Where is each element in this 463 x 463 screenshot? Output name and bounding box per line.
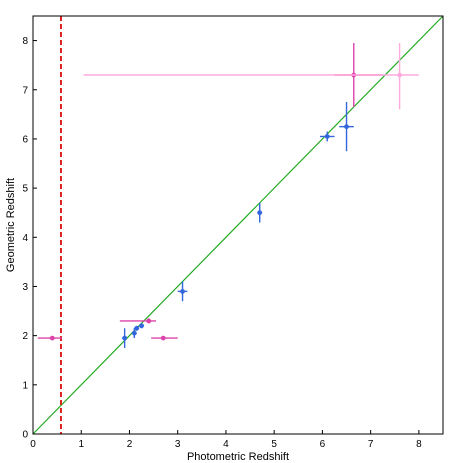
data-point [134, 325, 140, 331]
data-points [37, 43, 419, 348]
plot-frame [32, 15, 444, 435]
data-point [122, 328, 128, 348]
y-tick-label: 0 [22, 430, 28, 441]
x-tick-label: 5 [271, 439, 277, 450]
x-axis-label: Photometric Redshift [187, 451, 289, 463]
data-point [37, 335, 62, 341]
data-point [131, 328, 137, 339]
point-marker [344, 124, 349, 130]
point-marker [122, 335, 128, 341]
point-marker [139, 323, 144, 329]
y-tick-label: 3 [22, 282, 28, 293]
point-marker [49, 335, 55, 341]
y-tick-label: 1 [22, 380, 28, 391]
data-point [339, 102, 354, 152]
x-tick-label: 6 [320, 439, 326, 450]
x-axis-ticks: 0 1 2 3 4 5 6 7 8 [30, 430, 422, 450]
point-marker [146, 318, 152, 324]
x-tick-label: 1 [78, 439, 84, 450]
x-tick-label: 8 [416, 439, 422, 450]
x-tick-label: 0 [30, 439, 36, 450]
y-tick-label: 8 [22, 36, 28, 47]
y-axis-ticks: 0 1 2 3 4 5 6 7 8 [22, 36, 37, 441]
data-point [320, 131, 335, 142]
data-point [151, 335, 178, 341]
point-marker [131, 330, 137, 336]
reference-lines [32, 15, 444, 435]
data-point [177, 281, 188, 302]
y-tick-label: 2 [22, 331, 28, 342]
point-marker [180, 288, 185, 294]
data-point [119, 318, 156, 324]
point-marker [134, 325, 140, 331]
data-point [83, 43, 419, 110]
point-marker [324, 134, 330, 139]
x-tick-label: 4 [223, 439, 229, 450]
x-tick-label: 7 [368, 439, 374, 450]
x-tick-label: 3 [175, 439, 181, 450]
point-marker [397, 72, 402, 78]
y-tick-label: 7 [22, 85, 28, 96]
data-point [139, 323, 144, 329]
y-axis-label: Geometric Redshift [5, 178, 17, 272]
point-marker [257, 210, 263, 216]
y-tick-label: 5 [22, 184, 28, 195]
y-tick-label: 6 [22, 134, 28, 145]
data-point [257, 202, 263, 223]
y-tick-label: 4 [22, 233, 28, 244]
one-to-one-line [32, 15, 444, 435]
point-marker [160, 335, 166, 341]
x-tick-label: 2 [127, 439, 133, 450]
